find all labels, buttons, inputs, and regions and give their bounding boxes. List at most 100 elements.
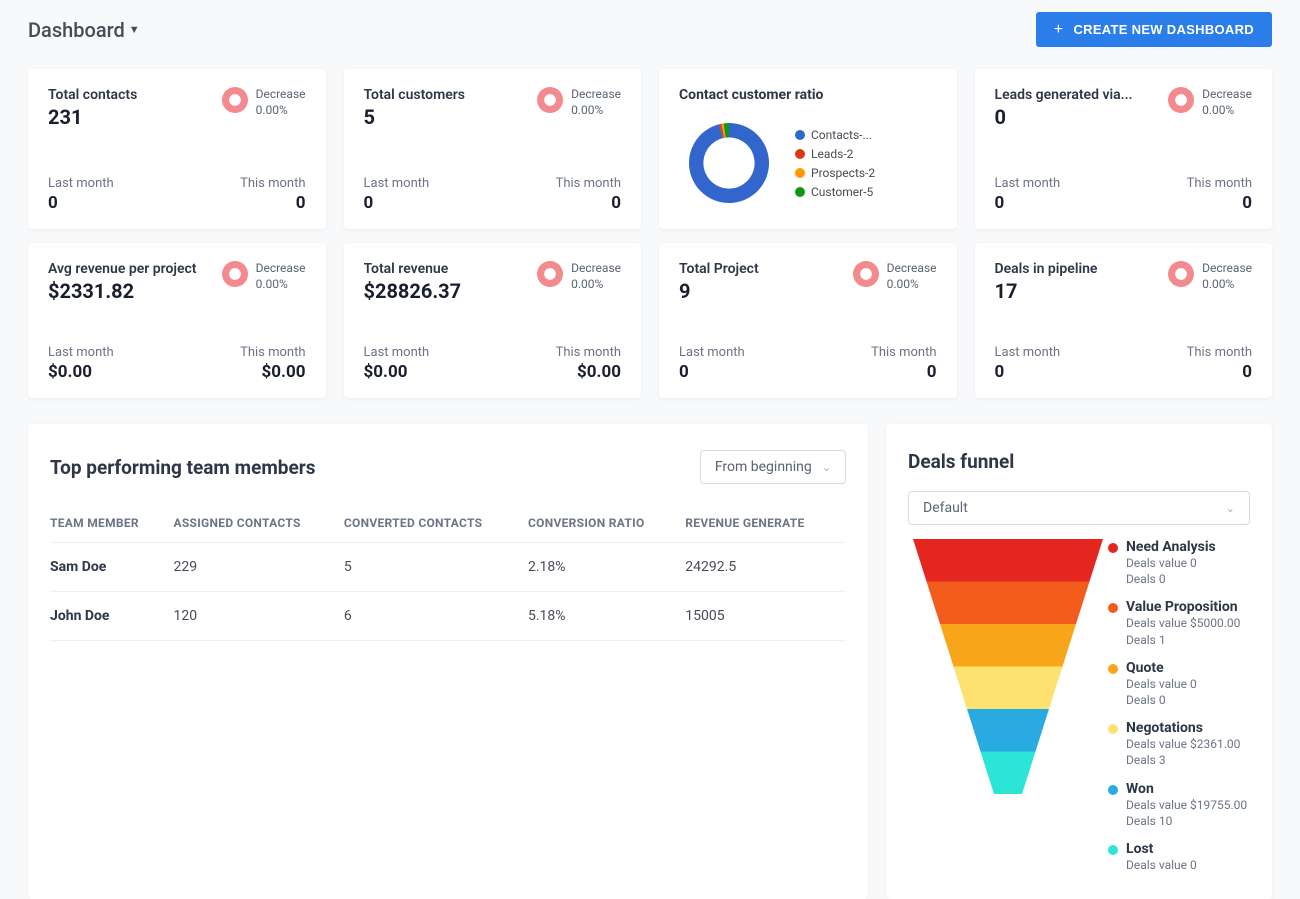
donut-legend: Contacts-... Leads-2 Prospects-2 Custome… xyxy=(795,128,875,199)
metric-title: Leads generated via... xyxy=(995,87,1133,103)
last-period: Last month 0 xyxy=(679,345,745,382)
table-header: CONVERTED CONTACTS xyxy=(344,506,528,543)
last-period: Last month 0 xyxy=(995,345,1061,382)
period-value: 0 xyxy=(48,193,114,213)
cell-converted: 5 xyxy=(344,543,528,592)
legend-dot xyxy=(795,168,805,178)
trend-badge: Decrease0.00% xyxy=(1168,87,1252,118)
cell-ratio: 2.18% xyxy=(528,543,685,592)
funnel-panel: Deals funnel Default ⌄ Need Analysis Dea… xyxy=(886,424,1272,899)
period-value: 0 xyxy=(1187,362,1252,382)
funnel-legend-item: Need Analysis Deals value 0Deals 0 xyxy=(1108,539,1247,587)
ratio-card: Contact customer ratio Contacts-... Lead… xyxy=(659,69,957,229)
trend-text: Decrease0.00% xyxy=(256,87,306,118)
decrease-icon xyxy=(1168,261,1194,287)
period-label: This month xyxy=(1187,176,1252,191)
legend-dot xyxy=(795,187,805,197)
create-dashboard-button[interactable]: + CREATE NEW DASHBOARD xyxy=(1036,12,1272,47)
donut-chart xyxy=(679,113,779,213)
period-label: Last month xyxy=(995,176,1061,191)
funnel-select[interactable]: Default ⌄ xyxy=(908,491,1250,525)
funnel-panel-title: Deals funnel xyxy=(908,450,1250,473)
period-label: This month xyxy=(1187,345,1252,360)
funnel-legend-dot xyxy=(1108,543,1118,553)
funnel-legend-dot xyxy=(1108,785,1118,795)
team-filter-select[interactable]: From beginning ⌄ xyxy=(700,450,846,484)
team-panel: Top performing team members From beginni… xyxy=(28,424,868,899)
trend-text: Decrease0.00% xyxy=(571,261,621,292)
funnel-stage-sub: Deals value $2361.00Deals 3 xyxy=(1126,736,1240,768)
funnel-stage-sub: Deals value $19755.00Deals 10 xyxy=(1126,797,1247,829)
funnel-legend-item: Value Proposition Deals value $5000.00De… xyxy=(1108,599,1247,647)
funnel-stage-sub: Deals value 0Deals 0 xyxy=(1126,676,1197,708)
trend-badge: Decrease0.00% xyxy=(537,261,621,292)
this-period: This month 0 xyxy=(1187,345,1252,382)
period-value: 0 xyxy=(995,362,1061,382)
period-label: Last month xyxy=(364,345,430,360)
decrease-icon xyxy=(537,87,563,113)
period-value: $0.00 xyxy=(364,362,430,382)
last-period: Last month 0 xyxy=(48,176,114,213)
table-header: REVENUE GENERATE xyxy=(685,506,846,543)
period-value: 0 xyxy=(995,193,1061,213)
period-label: This month xyxy=(240,345,305,360)
table-row: John Doe 120 6 5.18% 15005 xyxy=(50,592,846,641)
decrease-icon xyxy=(537,261,563,287)
period-value: $0.00 xyxy=(240,362,305,382)
metric-value: 17 xyxy=(995,279,1098,303)
page-title-dropdown[interactable]: Dashboard ▼ xyxy=(28,18,140,42)
metric-card: Total contacts 231 Decrease0.00% Last mo… xyxy=(28,69,326,229)
metric-card: Total customers 5 Decrease0.00% Last mon… xyxy=(344,69,642,229)
trend-badge: Decrease0.00% xyxy=(222,87,306,118)
decrease-icon xyxy=(222,261,248,287)
this-period: This month 0 xyxy=(240,176,305,213)
funnel-chart xyxy=(908,539,1108,794)
metric-card: Total Project 9 Decrease0.00% Last month… xyxy=(659,243,957,398)
metric-title: Deals in pipeline xyxy=(995,261,1098,277)
funnel-stage-title: Won xyxy=(1126,781,1247,797)
trend-text: Decrease0.00% xyxy=(1202,261,1252,292)
decrease-icon xyxy=(853,261,879,287)
cell-converted: 6 xyxy=(344,592,528,641)
funnel-stage-title: Negotations xyxy=(1126,720,1240,736)
cell-name: Sam Doe xyxy=(50,543,173,592)
period-value: $0.00 xyxy=(48,362,114,382)
metric-card: Total revenue $28826.37 Decrease0.00% La… xyxy=(344,243,642,398)
funnel-stage-title: Need Analysis xyxy=(1126,539,1216,555)
funnel-stage-sub: Deals value 0Deals 0 xyxy=(1126,555,1216,587)
funnel-legend-item: Lost Deals value 0 xyxy=(1108,841,1247,873)
period-value: 0 xyxy=(1187,193,1252,213)
cell-ratio: 5.18% xyxy=(528,592,685,641)
ratio-title: Contact customer ratio xyxy=(679,87,937,103)
last-period: Last month 0 xyxy=(995,176,1061,213)
last-period: Last month $0.00 xyxy=(364,345,430,382)
funnel-stage-title: Quote xyxy=(1126,660,1197,676)
legend-label: Leads-2 xyxy=(811,147,853,161)
page-title: Dashboard xyxy=(28,18,125,42)
funnel-legend-item: Quote Deals value 0Deals 0 xyxy=(1108,660,1247,708)
legend-label: Prospects-2 xyxy=(811,166,875,180)
period-value: 0 xyxy=(240,193,305,213)
legend-item: Contacts-... xyxy=(795,128,875,142)
period-label: This month xyxy=(871,345,936,360)
caret-down-icon: ▼ xyxy=(129,23,140,36)
this-period: This month $0.00 xyxy=(240,345,305,382)
funnel-stage-sub: Deals value 0 xyxy=(1126,857,1197,873)
cell-revenue: 15005 xyxy=(685,592,846,641)
chevron-down-icon: ⌄ xyxy=(822,461,831,474)
period-value: 0 xyxy=(556,193,621,213)
funnel-legend-item: Won Deals value $19755.00Deals 10 xyxy=(1108,781,1247,829)
legend-item: Leads-2 xyxy=(795,147,875,161)
trend-badge: Decrease0.00% xyxy=(853,261,937,292)
funnel-stage-title: Lost xyxy=(1126,841,1197,857)
funnel-select-label: Default xyxy=(923,500,968,516)
period-value: 0 xyxy=(364,193,430,213)
table-header: TEAM MEMBER xyxy=(50,506,173,543)
trend-badge: Decrease0.00% xyxy=(1168,261,1252,292)
chevron-down-icon: ⌄ xyxy=(1226,502,1235,515)
period-label: Last month xyxy=(679,345,745,360)
legend-item: Prospects-2 xyxy=(795,166,875,180)
period-value: $0.00 xyxy=(556,362,621,382)
period-label: This month xyxy=(556,345,621,360)
funnel-legend-dot xyxy=(1108,724,1118,734)
